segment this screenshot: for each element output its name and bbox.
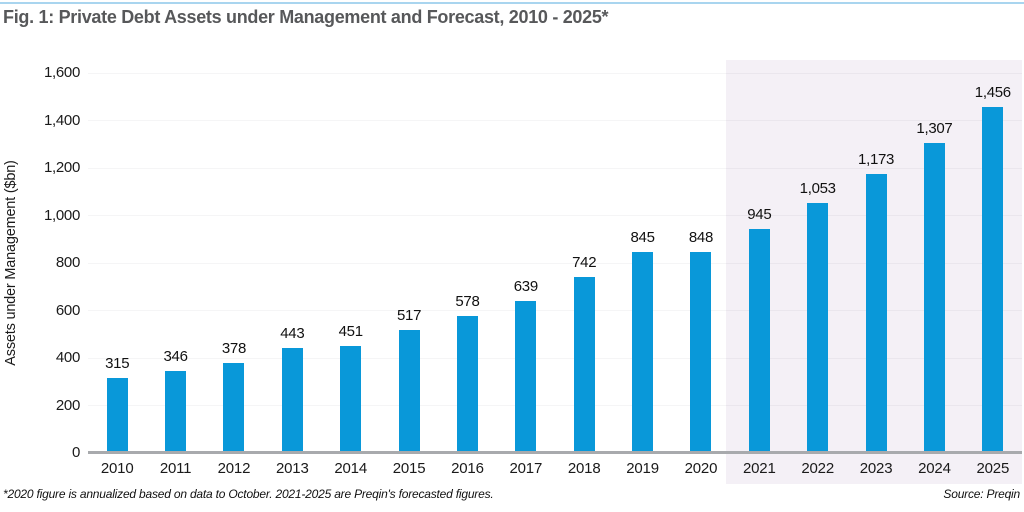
bar-2010 (106, 378, 128, 453)
gridline-600 (88, 310, 1022, 311)
bar-2011 (165, 370, 187, 453)
chart-title: Fig. 1: Private Debt Assets under Manage… (3, 7, 609, 27)
y-tick-1,200: 1,200 (43, 159, 80, 176)
bar-value-2013: 443 (280, 324, 305, 342)
bar-value-2012: 378 (221, 340, 246, 358)
gridline-1,000 (88, 215, 1022, 216)
x-tick-2014: 2014 (334, 460, 367, 477)
gridline-1,200 (88, 167, 1022, 169)
x-tick-2022: 2022 (801, 460, 834, 477)
x-tick-2020: 2020 (684, 460, 718, 477)
x-tick-2012: 2012 (217, 460, 251, 477)
bar-value-2015: 517 (396, 307, 422, 325)
bar-2022 (807, 202, 829, 453)
gridline-1,400 (88, 120, 1022, 121)
bar-2018 (573, 276, 595, 453)
x-tick-2015: 2015 (392, 460, 426, 477)
source-credit: Source: Preqin (943, 487, 1020, 501)
bar-value-2014: 451 (338, 322, 363, 340)
x-tick-2010: 2010 (100, 460, 134, 477)
bar-value-2017: 639 (513, 278, 538, 296)
bar-2013 (281, 347, 303, 453)
y-tick-1,600: 1,600 (43, 64, 80, 81)
bar-value-2010: 315 (105, 355, 130, 373)
x-tick-2017: 2017 (509, 460, 543, 477)
x-tick-2025: 2025 (976, 460, 1010, 477)
bar-value-2023: 1,173 (858, 151, 895, 169)
bar-2025 (982, 107, 1004, 453)
bar-2016 (456, 315, 478, 453)
bar-value-2019: 845 (630, 229, 655, 247)
gridline-400 (88, 357, 1022, 359)
bar-2021 (748, 228, 770, 453)
y-tick-0: 0 (71, 444, 80, 461)
x-axis-line (88, 451, 1022, 454)
bar-value-2018: 742 (572, 253, 597, 271)
x-tick-2013: 2013 (276, 460, 309, 477)
y-tick-400: 400 (55, 349, 80, 366)
y-tick-1,400: 1,400 (43, 111, 80, 129)
gridline-800 (88, 262, 1022, 264)
x-tick-2018: 2018 (567, 460, 601, 477)
bar-2012 (223, 363, 245, 453)
bar-2015 (398, 330, 420, 453)
x-tick-2024: 2024 (918, 460, 951, 477)
y-tick-600: 600 (55, 301, 80, 319)
bar-2023 (865, 174, 887, 453)
bar-value-2025: 1,456 (974, 84, 1011, 102)
gridline-200 (88, 405, 1022, 406)
x-tick-2016: 2016 (451, 460, 484, 477)
x-tick-2023: 2023 (859, 460, 893, 477)
gridline-1,600 (88, 72, 1022, 74)
bar-2020 (690, 251, 712, 453)
footnote: *2020 figure is annualized based on data… (3, 487, 494, 501)
x-tick-2011: 2011 (159, 460, 192, 477)
y-tick-800: 800 (55, 254, 80, 271)
bar-2017 (515, 301, 537, 453)
bar-value-2021: 945 (747, 205, 772, 223)
bar-value-2011: 346 (163, 347, 188, 365)
bar-value-2020: 848 (688, 228, 713, 246)
bar-2019 (632, 252, 654, 453)
x-tick-2019: 2019 (626, 460, 659, 477)
x-tick-2021: 2021 (743, 460, 776, 477)
bar-value-2016: 578 (455, 292, 480, 310)
bar-value-2024: 1,307 (916, 119, 953, 137)
bar-value-2022: 1,053 (799, 179, 836, 197)
y-tick-200: 200 (55, 396, 80, 414)
top-accent-rule (0, 2, 1024, 4)
bar-2024 (923, 142, 945, 453)
bar-2014 (340, 345, 362, 453)
y-tick-1,000: 1,000 (43, 206, 80, 224)
